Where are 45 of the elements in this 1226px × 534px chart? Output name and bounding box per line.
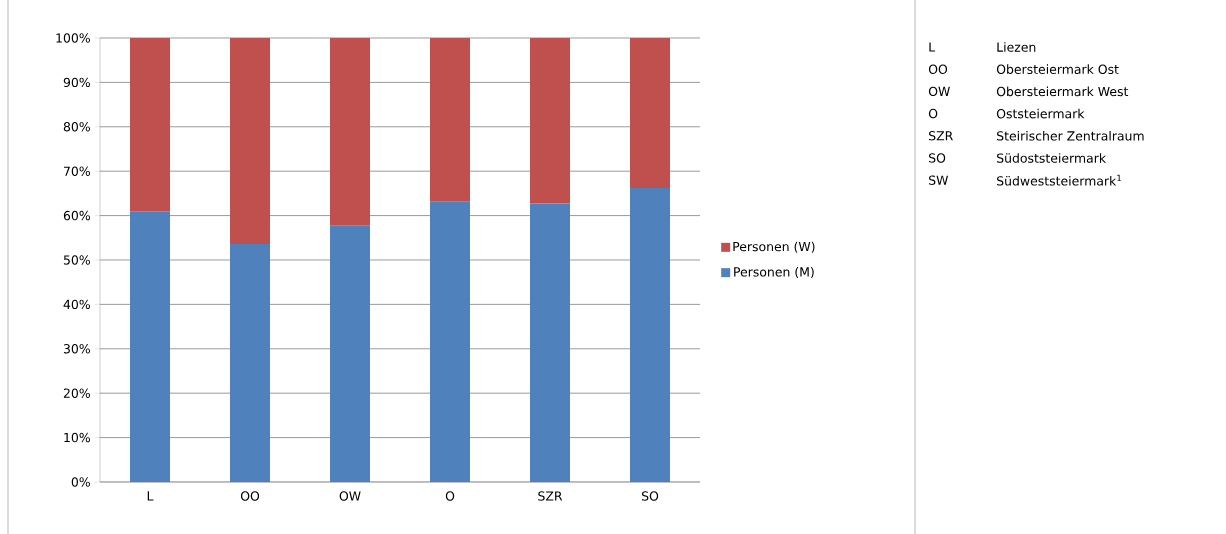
x-tick-label: OO	[240, 491, 260, 501]
text: SZR	[929, 131, 953, 141]
x-tick-label: OW	[339, 491, 361, 501]
y-tick-label: 70%	[64, 166, 90, 176]
bar	[430, 201, 471, 482]
bar	[130, 37, 171, 212]
x-tick-label: SZR	[538, 491, 563, 501]
y-tick-label: 30%	[63, 344, 90, 354]
y-tick-label: 20%	[63, 388, 90, 398]
y-tick-label: 60%	[63, 210, 90, 221]
bar	[430, 37, 471, 202]
bar	[630, 37, 671, 189]
y-tick-label: 40%	[63, 299, 90, 310]
bar	[630, 188, 671, 482]
legend-label: Personen (M)	[734, 266, 814, 279]
y-tick-label: 0%	[71, 477, 90, 487]
x-tick-label: O	[445, 491, 455, 501]
bar	[130, 211, 171, 482]
text: Obersteiermark Ost	[996, 64, 1119, 74]
text: Südweststeiermark$^{1}$	[997, 174, 1122, 186]
text: L	[929, 42, 936, 52]
legend-label: Personen (W)	[733, 241, 815, 253]
text: OW	[928, 86, 950, 97]
y-tick-label: 80%	[63, 122, 90, 132]
bar	[330, 225, 371, 482]
x-tick-label: L	[147, 491, 154, 501]
text: OO	[928, 64, 948, 74]
text: Oststeiermark	[996, 108, 1085, 119]
text: SO	[929, 153, 946, 163]
text: Steirischer Zentralraum	[997, 130, 1144, 141]
bar	[230, 244, 271, 482]
bar	[230, 37, 271, 244]
x-tick-label: SO	[641, 491, 659, 501]
text: Obersteiermark West	[996, 86, 1129, 97]
text: Südoststeiermark	[997, 153, 1107, 163]
y-tick-label: 90%	[63, 77, 90, 88]
text: SW	[929, 175, 949, 185]
text: O	[928, 108, 938, 119]
bar	[330, 37, 371, 226]
bar	[530, 203, 571, 482]
bar	[530, 37, 571, 204]
y-tick-label: 50%	[63, 255, 90, 265]
y-tick-label: 10%	[64, 432, 90, 443]
text: Liezen	[997, 42, 1036, 52]
y-tick-label: 100%	[56, 33, 90, 43]
